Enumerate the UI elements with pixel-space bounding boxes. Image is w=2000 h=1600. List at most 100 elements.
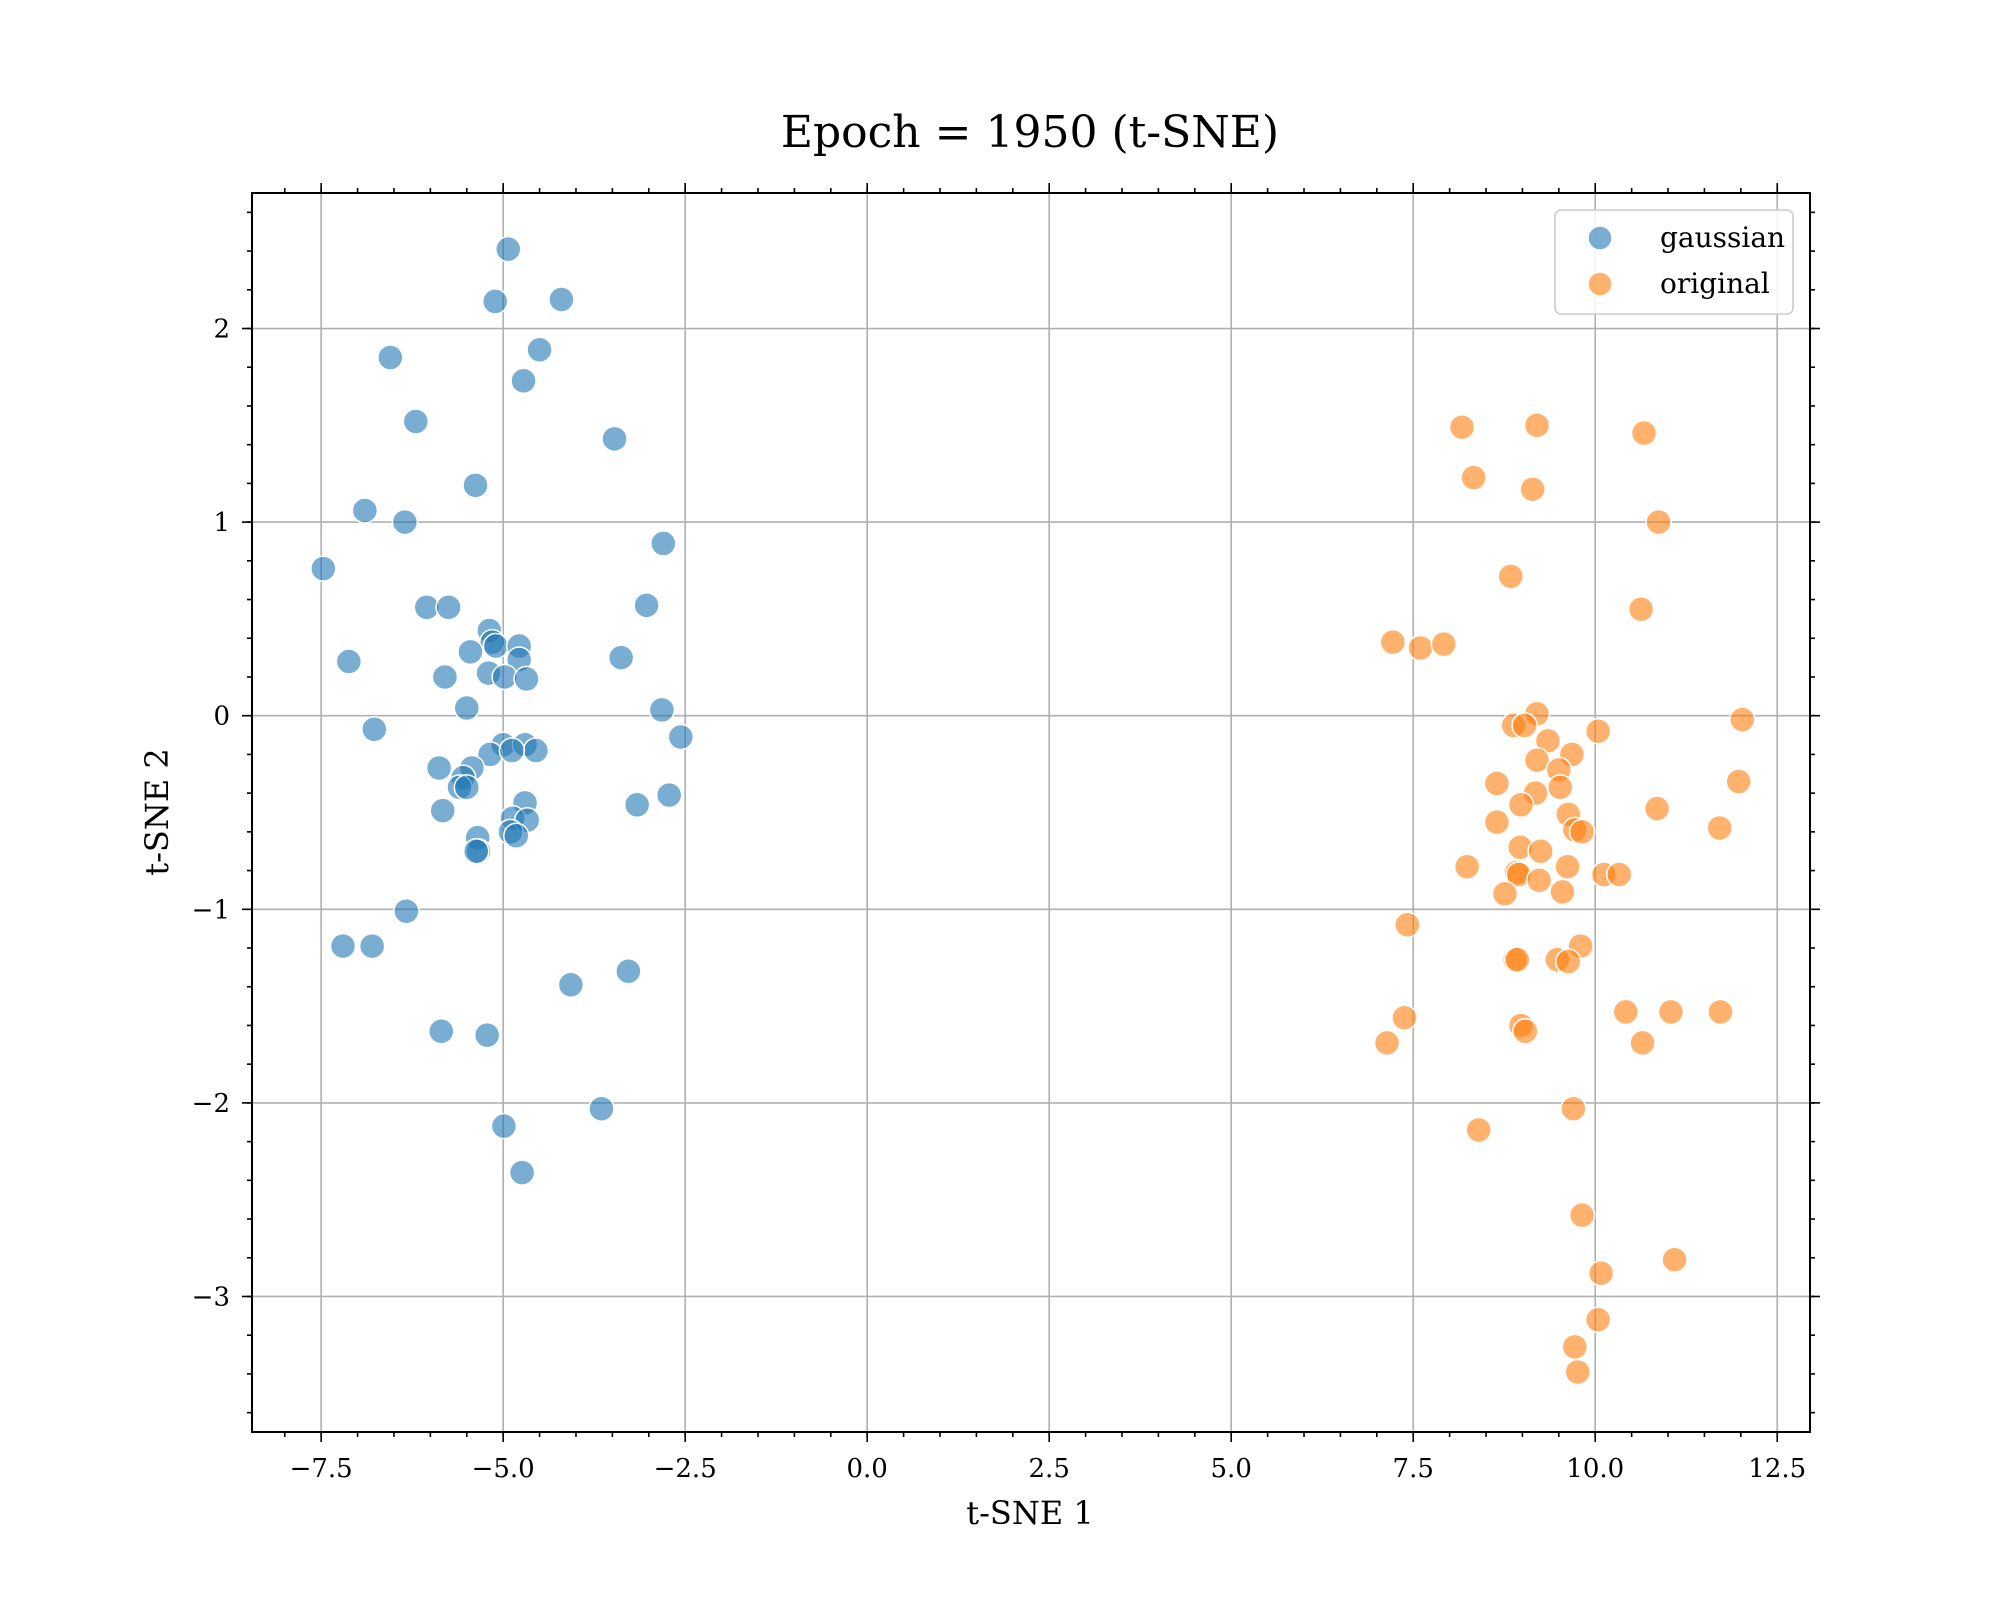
scatter-point-gaussian xyxy=(351,497,379,524)
scatter-point-gaussian xyxy=(435,594,462,621)
y-axis-label: t-SNE 2 xyxy=(138,748,176,875)
scatter-point-gaussian xyxy=(667,723,695,751)
plot-frame xyxy=(251,192,1811,1433)
scatter-point-gaussian xyxy=(498,737,526,764)
scatter-point-original xyxy=(1568,1201,1596,1229)
scatter-point-original xyxy=(1523,746,1551,774)
scatter-point-original xyxy=(1465,1116,1492,1144)
scatter-point-original xyxy=(1407,634,1434,662)
scatter-point-original xyxy=(1661,1246,1688,1273)
legend: gaussian original xyxy=(1554,209,1794,315)
scatter-point-original xyxy=(1525,867,1553,894)
scatter-point-original xyxy=(1629,1029,1656,1057)
scatter-point-original xyxy=(1430,630,1458,658)
scatter-point-gaussian xyxy=(508,1159,536,1186)
scatter-point-gaussian xyxy=(335,648,363,675)
scatter-point-gaussian xyxy=(490,1112,518,1140)
scatter-point-gaussian xyxy=(431,663,459,691)
scatter-point-gaussian xyxy=(462,472,489,499)
scatter-point-gaussian xyxy=(648,696,676,724)
scatter-point-original xyxy=(1584,1306,1612,1333)
legend-marker-original xyxy=(1587,271,1613,297)
x-tick-labels: −7.5 −5.0 −2.5 0.0 2.5 5.0 7.5 10.0 12.5 xyxy=(290,1454,1807,1484)
scatter-point-gaussian xyxy=(557,971,585,999)
scatter-point-original xyxy=(1504,946,1531,973)
y-tick-label: 1 xyxy=(213,508,230,538)
legend-box xyxy=(1554,209,1794,315)
scatter-point-original xyxy=(1643,795,1671,822)
scatter-point-original xyxy=(1460,464,1487,491)
scatter-point-gaussian xyxy=(361,716,388,743)
chart-title: Epoch = 1950 (t-SNE) xyxy=(781,107,1279,158)
scatter-point-gaussian xyxy=(481,288,509,315)
scatter-point-original xyxy=(1391,1004,1418,1031)
scatter-point-gaussian xyxy=(402,408,430,435)
scatter-point-original xyxy=(1561,1333,1589,1361)
scatter-point-original xyxy=(1483,808,1511,836)
scatter-point-gaussian xyxy=(548,286,575,313)
scatter-point-gaussian xyxy=(329,932,357,960)
scatter-point-original xyxy=(1555,948,1582,975)
scatter-point-original xyxy=(1373,1029,1401,1057)
x-tick-label: 0.0 xyxy=(847,1454,888,1484)
scatter-point-original xyxy=(1527,837,1554,865)
scatter-point-gaussian xyxy=(429,797,456,824)
legend-marker-gaussian xyxy=(1587,225,1613,251)
grid xyxy=(252,193,1810,1432)
scatter-point-gaussian xyxy=(377,344,404,371)
legend-label-gaussian: gaussian xyxy=(1660,221,1785,254)
scatter-point-gaussian xyxy=(425,754,453,782)
scatter-point-gaussian xyxy=(393,897,420,925)
scatter-point-original xyxy=(1554,853,1581,880)
y-tick-label: −2 xyxy=(192,1089,230,1119)
scatter-point-original xyxy=(1511,712,1538,739)
x-tick-label: −7.5 xyxy=(290,1454,353,1484)
scatter-point-gaussian xyxy=(482,632,510,660)
scatter-point-gaussian xyxy=(473,1021,501,1049)
scatter-point-gaussian xyxy=(623,791,651,819)
x-axis-label: t-SNE 1 xyxy=(966,1494,1093,1532)
scatter-point-gaussian xyxy=(495,235,522,263)
scatter-point-gaussian xyxy=(615,957,642,985)
scatter-point-gaussian xyxy=(358,932,386,960)
scatter-point-gaussian xyxy=(650,530,677,557)
scatter-point-gaussian xyxy=(310,555,337,582)
x-tick-label: −2.5 xyxy=(654,1454,717,1484)
x-tick-label: 10.0 xyxy=(1566,1454,1624,1484)
scatter-point-gaussian xyxy=(601,425,628,453)
x-tick-label: −5.0 xyxy=(472,1454,535,1484)
scatter-point-original xyxy=(1706,814,1733,842)
scatter-point-gaussian xyxy=(607,644,635,671)
scatter-point-gaussian xyxy=(513,665,540,693)
scatter-point-gaussian xyxy=(453,694,481,722)
scatter-point-original xyxy=(1507,791,1535,819)
scatter-point-original xyxy=(1547,774,1574,801)
y-tick-labels: −3 −2 −1 0 1 2 xyxy=(192,315,230,1313)
scatter-point-original xyxy=(1394,911,1421,939)
scatter-point-gaussian xyxy=(462,837,490,865)
scatter-point-gaussian xyxy=(510,367,537,395)
y-tick-label: −1 xyxy=(192,895,230,925)
y-tick-label: 0 xyxy=(213,702,230,732)
scatter-point-gaussian xyxy=(457,638,484,666)
legend-label-original: original xyxy=(1660,267,1770,300)
x-tick-label: 12.5 xyxy=(1748,1454,1806,1484)
scatter-point-gaussian xyxy=(391,508,419,536)
scatter-point-gaussian xyxy=(633,592,660,619)
scatter-point-gaussian xyxy=(503,822,530,849)
scatter-point-original xyxy=(1453,853,1481,880)
scatter-point-original xyxy=(1549,878,1576,906)
x-tick-label: 5.0 xyxy=(1211,1454,1252,1484)
scatter-point-gaussian xyxy=(522,737,550,764)
scatter-point-original xyxy=(1483,770,1511,797)
scatter-point-original xyxy=(1519,475,1546,503)
scatter-point-original xyxy=(1497,563,1525,590)
scatter-point-original xyxy=(1512,1018,1539,1045)
scatter-point-original xyxy=(1448,413,1476,441)
scatter-point-original xyxy=(1587,1260,1615,1287)
scatter-point-original xyxy=(1606,861,1633,888)
scatter-point-original xyxy=(1630,419,1658,447)
x-tick-label: 2.5 xyxy=(1029,1454,1070,1484)
scatter-point-gaussian xyxy=(588,1095,615,1122)
